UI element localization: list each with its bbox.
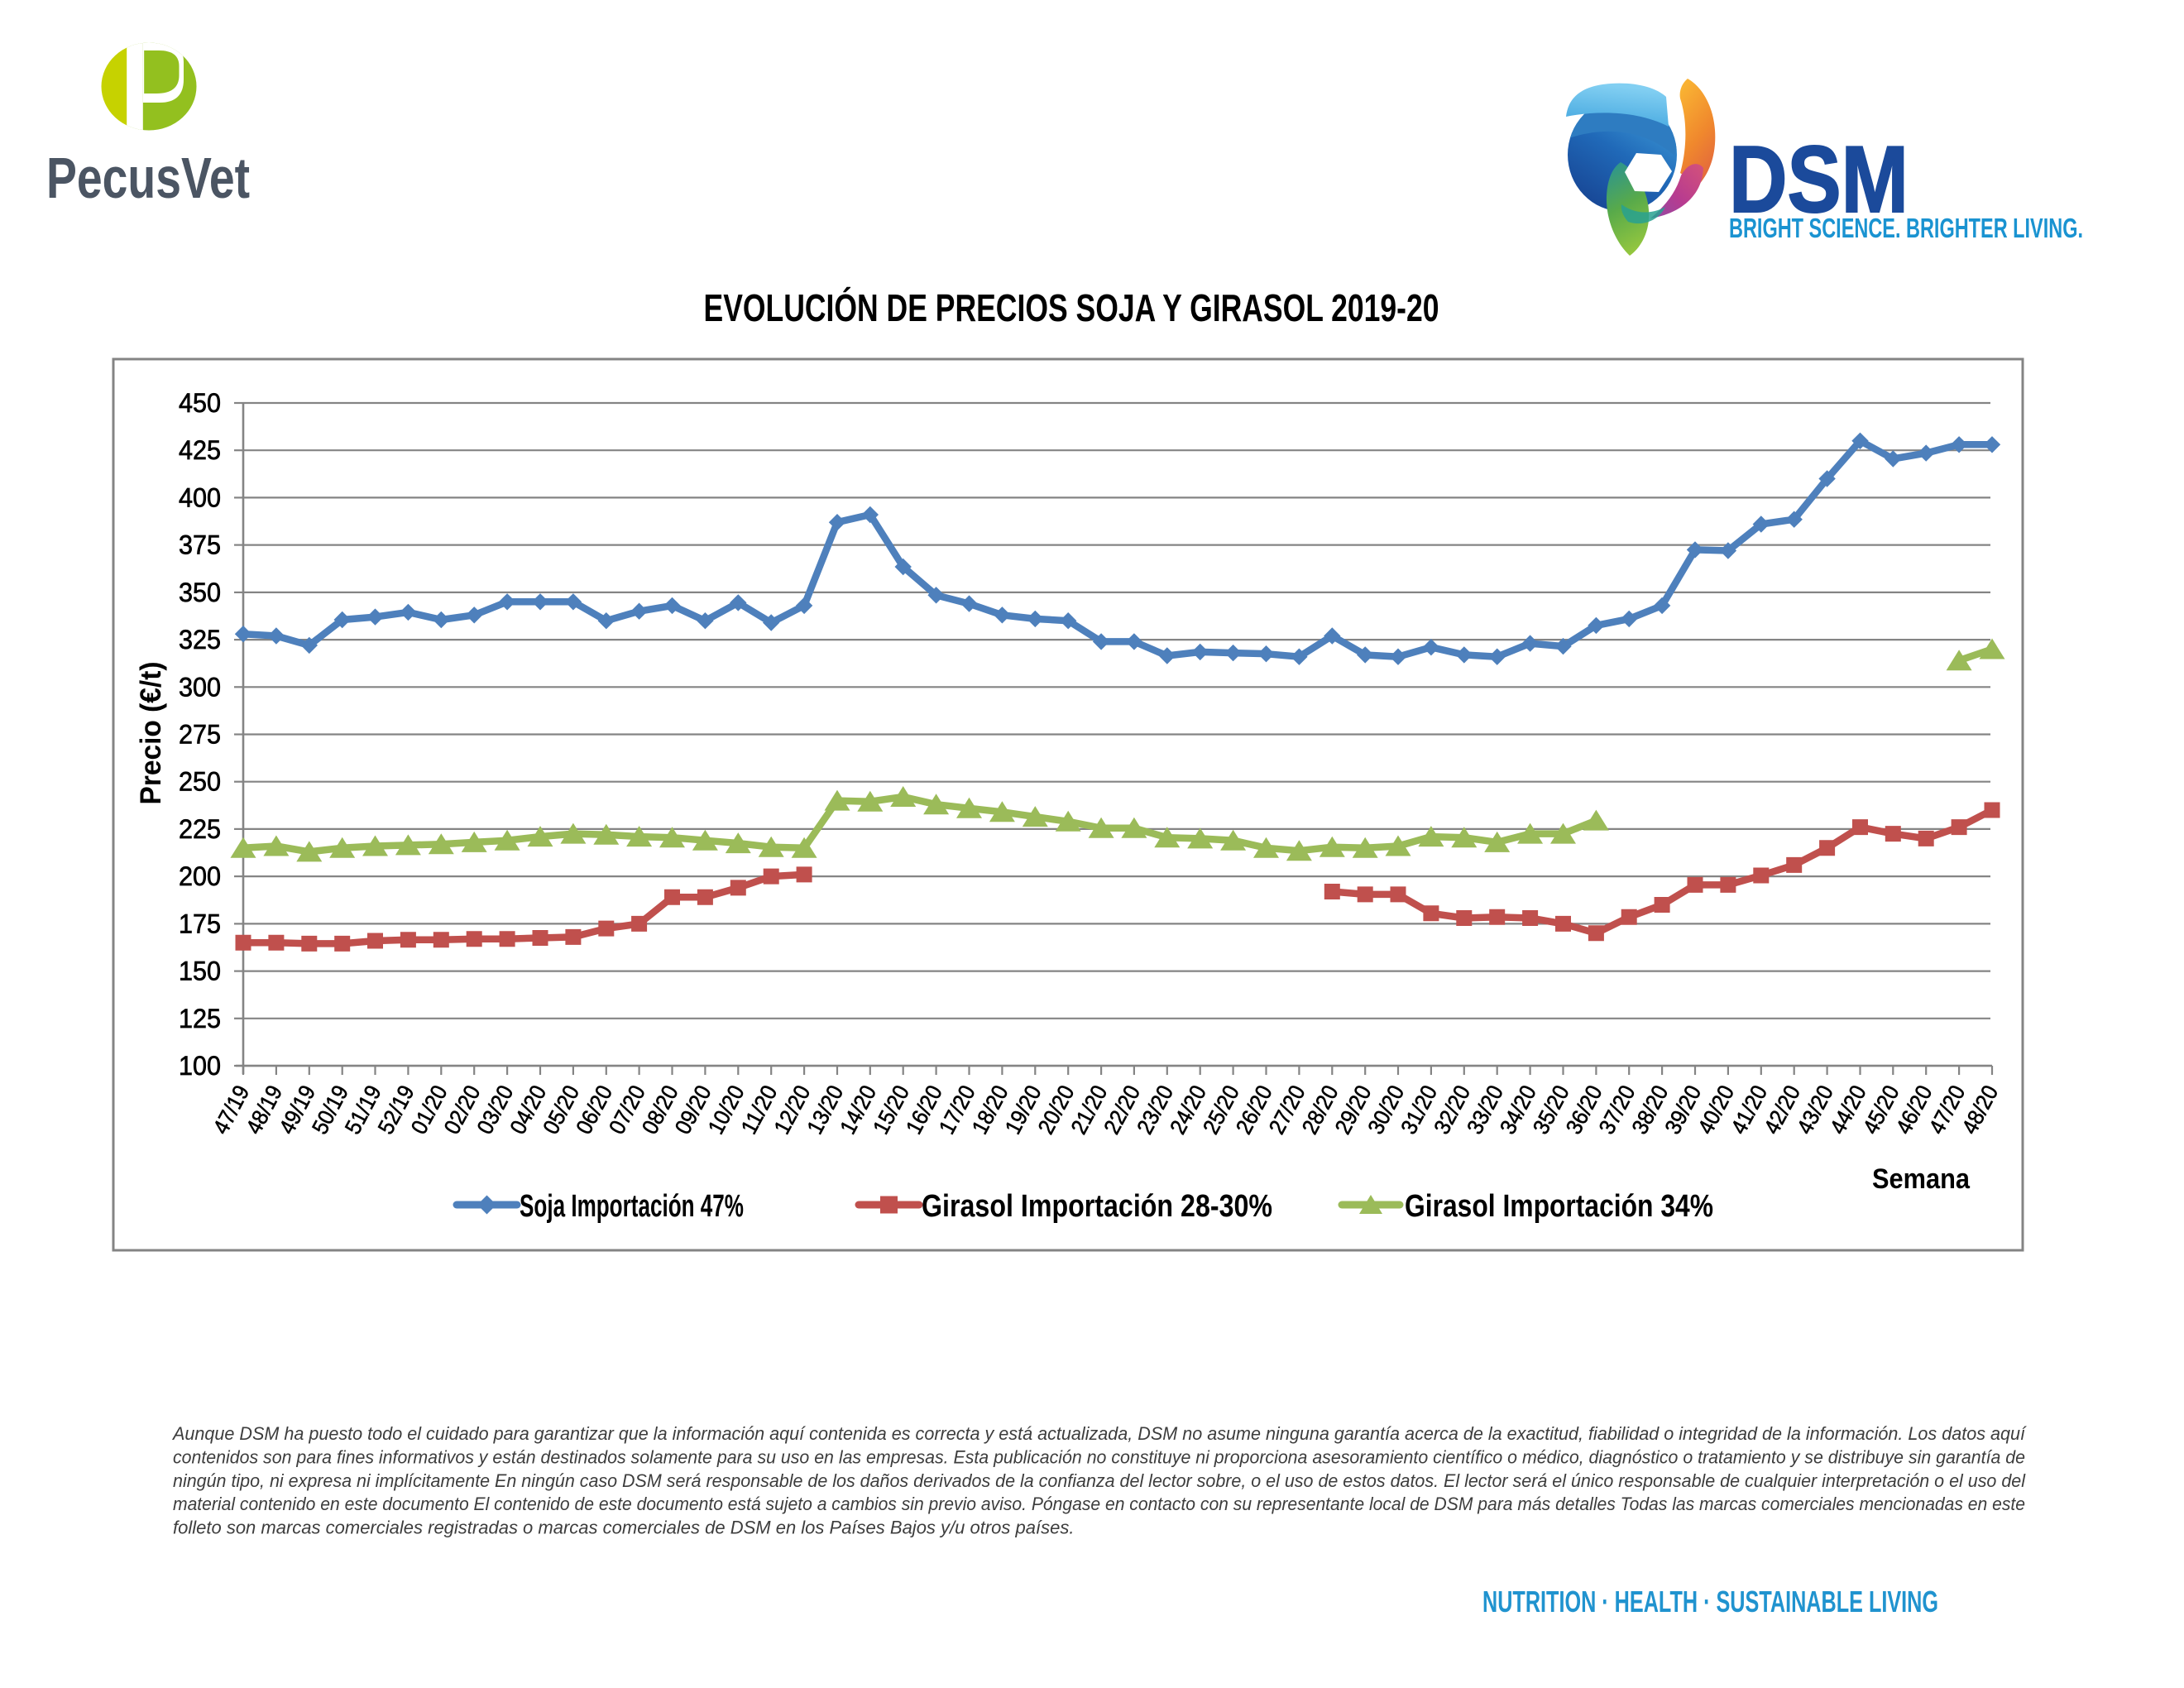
svg-text:material contenido en este doc: material contenido en este documento El …	[173, 1494, 2025, 1514]
svg-text:200: 200	[179, 861, 221, 891]
svg-text:325: 325	[179, 625, 221, 655]
svg-text:Girasol Importación 34%: Girasol Importación 34%	[1405, 1189, 1713, 1224]
svg-text:NUTRITION · HEALTH · SUSTAINAB: NUTRITION · HEALTH · SUSTAINABLE LIVING	[1482, 1585, 1938, 1618]
svg-text:Soja Importación 47%: Soja Importación 47%	[520, 1189, 744, 1224]
svg-text:DSM: DSM	[1729, 127, 1909, 233]
svg-text:275: 275	[179, 720, 221, 750]
svg-text:100: 100	[179, 1051, 221, 1081]
svg-text:contenidos son para fines info: contenidos son para fines informativos y…	[173, 1446, 2025, 1467]
svg-text:Aunque DSM ha puesto todo el c: Aunque DSM ha puesto todo el cuidado par…	[171, 1423, 2027, 1444]
svg-text:Semana: Semana	[1872, 1163, 1971, 1195]
svg-text:175: 175	[179, 909, 221, 938]
svg-text:300: 300	[179, 672, 221, 702]
svg-text:Precio (€/t): Precio (€/t)	[135, 662, 167, 805]
svg-text:folleto son marcas comerciales: folleto son marcas comerciales registrad…	[173, 1518, 1074, 1538]
svg-text:225: 225	[179, 814, 221, 844]
svg-text:250: 250	[179, 767, 221, 797]
svg-text:125: 125	[179, 1004, 221, 1033]
svg-text:Girasol Importación 28-30%: Girasol Importación 28-30%	[922, 1189, 1272, 1224]
svg-text:150: 150	[179, 957, 221, 986]
svg-text:450: 450	[179, 388, 221, 418]
svg-text:425: 425	[179, 435, 221, 465]
svg-text:375: 375	[179, 530, 221, 560]
svg-text:ningún tipo, ni expresa ni imp: ningún tipo, ni expresa ni implícitament…	[173, 1470, 2026, 1491]
svg-text:400: 400	[179, 482, 221, 512]
svg-text:350: 350	[179, 578, 221, 607]
svg-text:PecusVet: PecusVet	[46, 146, 250, 210]
svg-text:BRIGHT SCIENCE. BRIGHTER LIVIN: BRIGHT SCIENCE. BRIGHTER LIVING.	[1729, 213, 2083, 243]
svg-text:EVOLUCIÓN DE PRECIOS SOJA Y GI: EVOLUCIÓN DE PRECIOS SOJA Y GIRASOL 2019…	[704, 286, 1439, 329]
